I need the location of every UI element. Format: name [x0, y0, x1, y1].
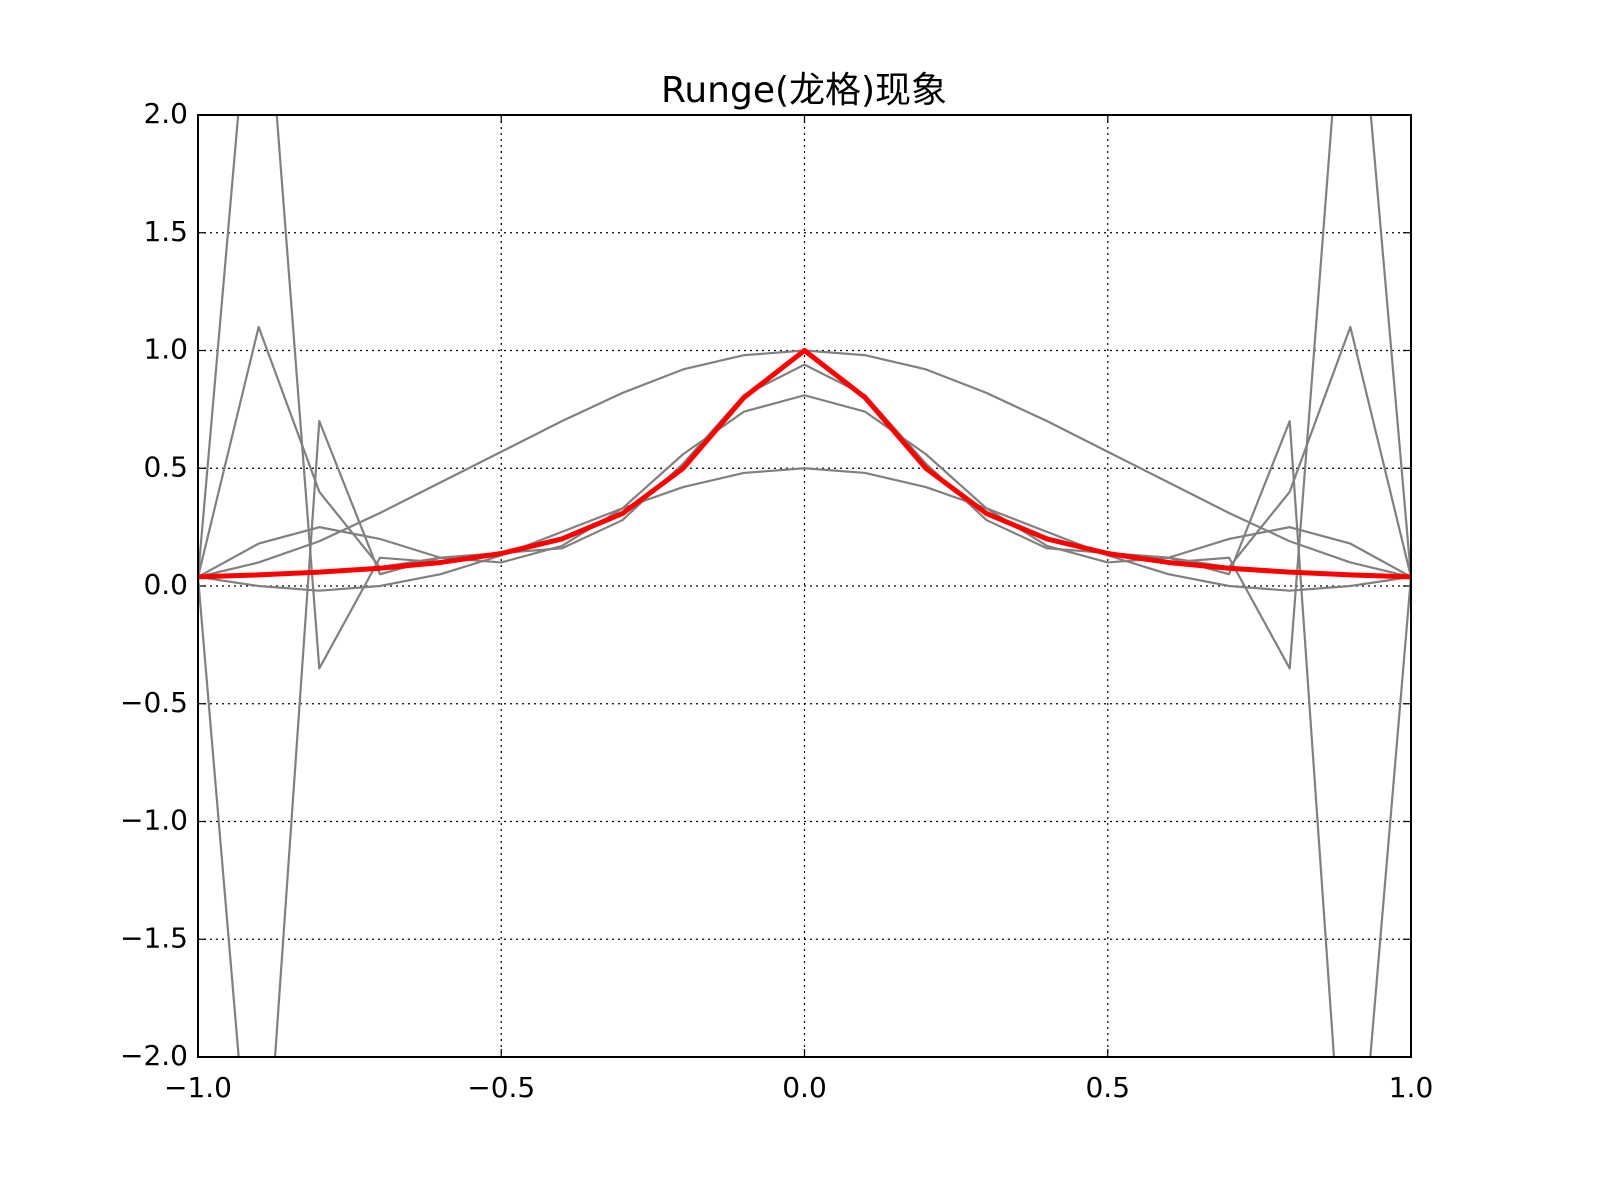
y-tick-label: −1.0 [120, 804, 188, 837]
y-tick-label: 1.0 [143, 333, 188, 366]
plot-lines [198, 115, 1411, 1057]
y-tick-label: −0.5 [120, 686, 188, 719]
x-tick-label: 1.0 [1389, 1071, 1434, 1104]
x-tick-label: 0.0 [782, 1071, 827, 1104]
y-tick-label: 2.0 [143, 97, 188, 130]
x-tick-label: 0.5 [1085, 1071, 1130, 1104]
y-tick-label: −2.0 [120, 1039, 188, 1072]
tick-labels: −1.0 −0.5 0.0 0.5 1.0 −2.0 −1.5 −1.0 −0.5 0.0 0.5 1… [120, 97, 1433, 1104]
x-tick-label: −1.0 [164, 1071, 232, 1104]
y-tick-label: 1.5 [143, 215, 188, 248]
interpolation-line [198, 394, 1411, 578]
plot-frame [197, 114, 1412, 1058]
y-tick-label: −1.5 [120, 921, 188, 954]
x-tick-label: −0.5 [467, 1071, 535, 1104]
chart-title: Runge(龙格)现象 [661, 70, 947, 111]
y-tick-label: 0.0 [143, 568, 188, 601]
interpolation-line [198, 467, 1411, 592]
y-tick-label: 0.5 [143, 450, 188, 483]
function-line [198, 348, 1411, 580]
